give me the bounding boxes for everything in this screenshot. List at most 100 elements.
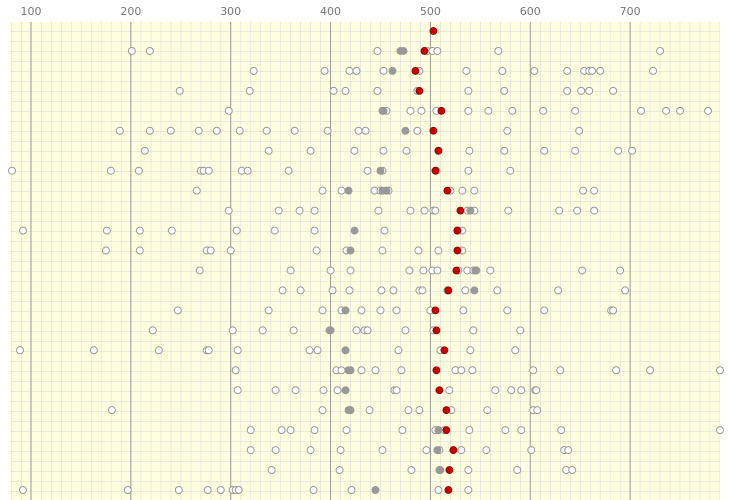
point <box>676 106 685 115</box>
highlighted-point <box>471 266 480 275</box>
point <box>609 86 618 95</box>
x-tick-label: 700 <box>620 5 641 18</box>
highlighted-point <box>436 466 445 475</box>
highlighted-point <box>345 406 354 415</box>
point <box>555 206 564 215</box>
point <box>571 106 580 115</box>
point <box>392 306 401 315</box>
point <box>609 306 618 315</box>
point <box>154 346 163 355</box>
point <box>568 466 577 475</box>
point <box>392 386 401 395</box>
point <box>361 126 370 135</box>
point <box>212 126 221 135</box>
point <box>245 86 254 95</box>
point <box>376 306 385 315</box>
point <box>246 426 255 435</box>
point <box>434 246 443 255</box>
point <box>579 186 588 195</box>
point <box>401 326 410 335</box>
point <box>309 486 318 494</box>
highlighted-point <box>350 226 359 235</box>
point <box>491 386 500 395</box>
point <box>414 246 423 255</box>
mean-point <box>429 126 438 135</box>
mean-point <box>442 406 451 415</box>
point <box>262 126 271 135</box>
point <box>173 306 182 315</box>
point <box>464 486 473 494</box>
x-tick-label: 600 <box>520 5 541 18</box>
point <box>422 446 431 455</box>
point <box>15 346 24 355</box>
point <box>508 106 517 115</box>
point <box>433 46 442 55</box>
point <box>286 266 295 275</box>
x-tick-label: 500 <box>420 5 441 18</box>
x-tick-label: 300 <box>220 5 241 18</box>
point <box>459 306 468 315</box>
point <box>274 206 283 215</box>
highlighted-point <box>344 186 353 195</box>
highlighted-point <box>371 486 380 494</box>
mean-point <box>442 426 451 435</box>
point <box>135 246 144 255</box>
mean-point <box>432 326 441 335</box>
point <box>530 66 539 75</box>
point <box>174 486 183 494</box>
point <box>571 146 580 155</box>
point <box>354 126 363 135</box>
mean-point <box>435 386 444 395</box>
point <box>363 166 372 175</box>
point <box>406 106 415 115</box>
point <box>378 246 387 255</box>
highlighted-point <box>346 246 355 255</box>
point <box>175 86 184 95</box>
point <box>486 266 495 275</box>
point <box>577 86 586 95</box>
point <box>249 66 258 75</box>
point <box>461 286 470 295</box>
highlighted-point <box>341 346 350 355</box>
point <box>466 346 475 355</box>
point <box>204 346 213 355</box>
point <box>194 126 203 135</box>
point <box>596 66 605 75</box>
point <box>345 286 354 295</box>
highlighted-point <box>382 186 391 195</box>
point <box>563 86 572 95</box>
point <box>470 186 479 195</box>
point <box>329 86 338 95</box>
point <box>420 206 429 215</box>
point <box>306 146 315 155</box>
point <box>326 266 335 275</box>
point <box>341 86 350 95</box>
point <box>123 486 132 494</box>
point <box>405 266 414 275</box>
point <box>433 266 442 275</box>
mean-point <box>420 47 429 55</box>
point <box>503 126 512 135</box>
point <box>406 206 415 215</box>
point <box>504 206 513 215</box>
mean-point <box>453 226 462 235</box>
mean-point <box>449 446 458 454</box>
point <box>716 366 724 375</box>
point <box>389 286 398 295</box>
point <box>590 186 599 195</box>
mean-point <box>431 306 440 315</box>
point <box>313 346 322 355</box>
mean-point <box>445 466 454 474</box>
point <box>371 366 380 375</box>
point <box>319 386 328 395</box>
point <box>235 126 244 135</box>
mean-point <box>452 266 461 275</box>
point <box>494 46 503 55</box>
point <box>484 106 493 115</box>
point <box>511 346 520 355</box>
point <box>373 46 382 55</box>
point <box>267 466 276 475</box>
point <box>378 446 387 455</box>
point <box>271 446 280 455</box>
